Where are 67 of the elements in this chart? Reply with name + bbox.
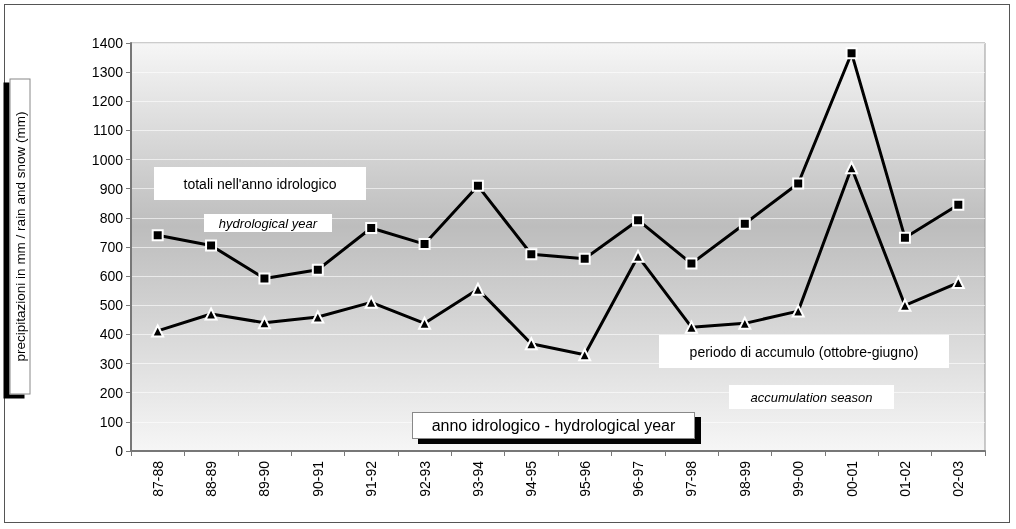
x-tick-label: 87-88 — [149, 460, 166, 497]
y-tick-label: 1100 — [92, 122, 124, 139]
x-tick-label: 95-96 — [576, 460, 593, 497]
text-box: totali nell'anno idrologico — [154, 167, 366, 200]
x-tick-label: 97-98 — [683, 460, 700, 497]
point — [952, 198, 965, 211]
y-tick-label: 0 — [115, 443, 124, 459]
point — [632, 214, 645, 227]
x-tick-label: 88-89 — [203, 460, 220, 497]
point — [418, 238, 431, 251]
x-tick-label: 02-03 — [950, 460, 967, 497]
point — [738, 217, 751, 230]
x-tick-label: 93-94 — [469, 460, 486, 497]
y-tick-label: 300 — [99, 355, 124, 372]
text-box: periodo di accumulo (ottobre-giugno) — [659, 335, 949, 368]
x-tick-label: 94-95 — [523, 460, 540, 497]
y-tick-label: 700 — [99, 239, 124, 255]
point — [685, 257, 698, 270]
y-tick-label: 900 — [99, 180, 124, 197]
point — [684, 320, 698, 334]
point — [845, 161, 859, 175]
point — [631, 249, 645, 263]
point — [151, 324, 165, 338]
point — [311, 263, 324, 276]
point — [364, 295, 378, 309]
x-tick-label: 00-01 — [843, 460, 860, 497]
x-tick-label: 90-91 — [309, 460, 326, 497]
point — [205, 239, 218, 252]
point — [418, 316, 432, 330]
point — [951, 276, 965, 290]
y-tick-label: 100 — [99, 413, 124, 430]
y-tick-label: 1400 — [91, 35, 124, 51]
point — [311, 310, 325, 324]
point — [258, 272, 271, 285]
x-tick-label: 96-97 — [630, 460, 647, 497]
point — [471, 179, 484, 192]
y-tick-label: 500 — [99, 297, 124, 314]
x-tick-label: 99-00 — [790, 460, 807, 497]
x-tick-label: 91-92 — [363, 460, 380, 497]
point — [204, 307, 218, 321]
y-tick-label: 800 — [99, 209, 124, 226]
point — [524, 337, 538, 351]
x-tick-label: 01-02 — [896, 460, 913, 497]
point — [791, 304, 805, 318]
y-tick-label: 400 — [99, 326, 124, 343]
x-tick-label: 92-93 — [416, 460, 433, 497]
point — [578, 252, 591, 265]
y-tick-label: 1300 — [91, 64, 124, 81]
point — [525, 248, 538, 261]
y-tick-label: 200 — [99, 384, 124, 401]
point — [151, 229, 164, 242]
text-box: accumulation season — [729, 385, 894, 409]
y-tick-label: 600 — [99, 268, 124, 285]
point — [257, 316, 271, 330]
text-box: hydrological year — [204, 214, 332, 232]
point — [471, 282, 485, 296]
point — [845, 47, 858, 60]
x-tick-label: 98-99 — [736, 460, 753, 497]
point — [792, 177, 805, 190]
x-tick-label: 89-90 — [256, 460, 273, 497]
point — [365, 222, 378, 235]
y-tick-label: 1000 — [91, 151, 124, 168]
point — [898, 231, 911, 244]
point — [738, 316, 752, 330]
point — [578, 348, 592, 362]
point — [898, 298, 912, 312]
y-tick-label: 1200 — [91, 93, 124, 110]
